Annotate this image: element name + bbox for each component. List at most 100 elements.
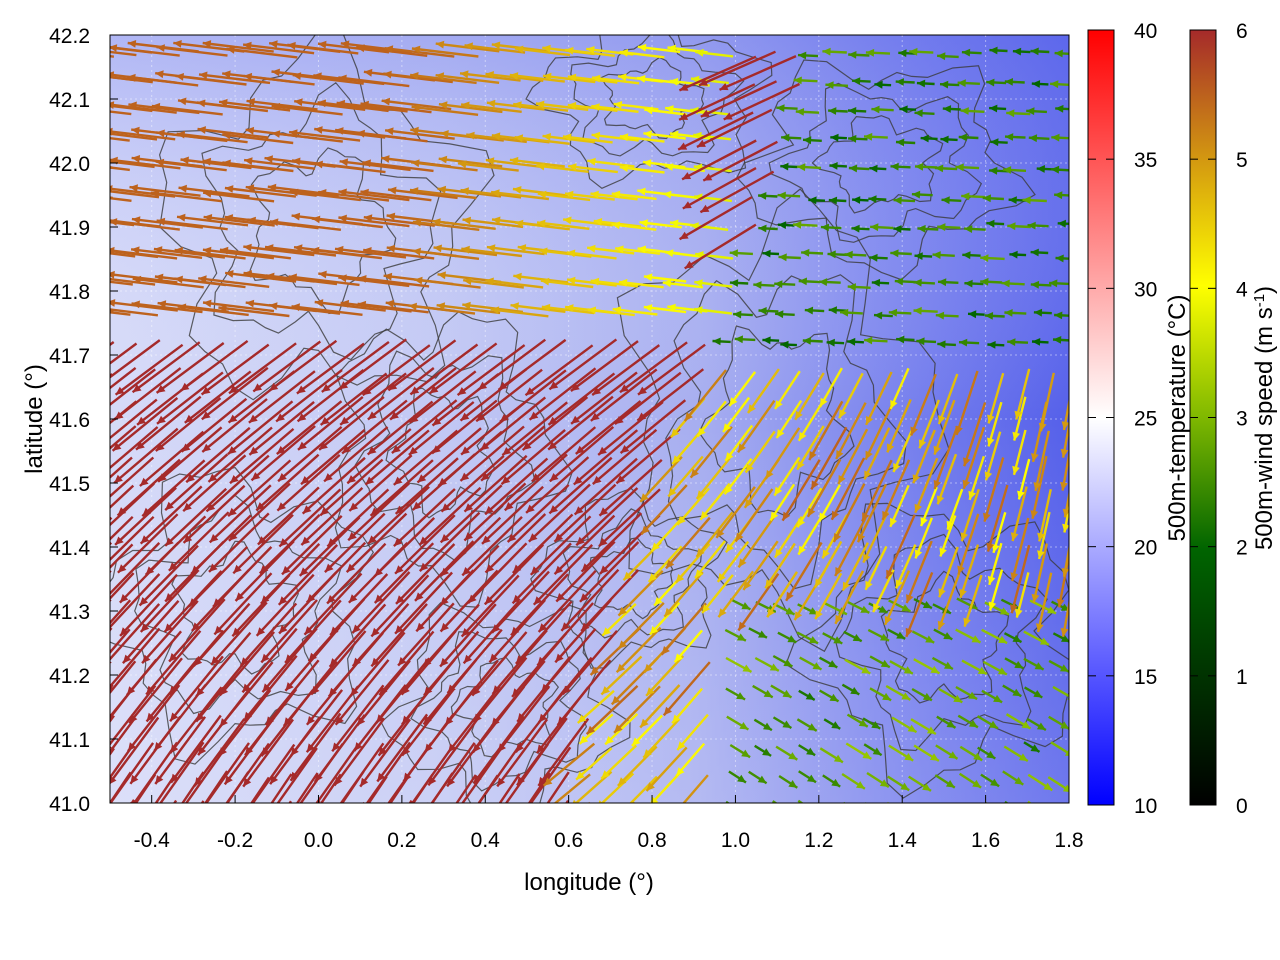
wind-vector: [387, 339, 457, 392]
wind-vector: [366, 400, 434, 456]
wind-vector-head: [618, 640, 627, 649]
wind-vector-head: [864, 470, 872, 480]
wind-vector: [411, 47, 479, 58]
wind-vector-head: [306, 743, 315, 753]
wind-vector-head: [565, 46, 574, 55]
wind-vector: [459, 72, 521, 82]
wind-vector-head: [568, 163, 577, 171]
wind-vector: [192, 602, 251, 667]
y-tick-label: 41.5: [49, 473, 90, 496]
wind-vector: [132, 277, 204, 289]
wind-vector-head: [913, 306, 922, 315]
wind-vector-head: [684, 260, 694, 269]
wind-vector-head: [1031, 80, 1041, 88]
wind-vector-head: [454, 864, 462, 873]
wind-vector-head: [948, 751, 958, 759]
wind-vector-head: [537, 190, 547, 199]
wind-vector-head: [269, 40, 278, 49]
wind-vector: [864, 402, 895, 461]
wind-vector: [597, 401, 664, 456]
wind-vector-head: [221, 803, 229, 812]
wind-vector-head: [318, 189, 327, 197]
wind-vector-head: [882, 510, 890, 520]
wind-vector-head: [1060, 628, 1069, 637]
wind-vector-head: [1015, 608, 1023, 618]
wind-vector: [591, 344, 661, 396]
wind-vector-head: [1043, 782, 1053, 791]
wind-vector-head: [646, 687, 655, 696]
wind-vector: [538, 249, 592, 258]
wind-vector: [413, 278, 481, 289]
wind-vector-head: [89, 413, 98, 421]
wind-vector-head: [917, 224, 926, 233]
wind-vector: [560, 568, 620, 632]
wind-vector-head: [139, 477, 149, 486]
wind-vector: [960, 488, 980, 542]
wind-vector-head: [587, 306, 597, 315]
wind-vector-head: [350, 687, 359, 697]
wind-vector-head: [122, 654, 132, 664]
wind-vector-head: [576, 771, 585, 780]
wind-vector: [197, 127, 269, 139]
wind-vector-head: [1053, 336, 1062, 344]
wind-vector-head: [302, 505, 312, 514]
wind-vector-head: [601, 686, 610, 695]
wind-vector-head: [131, 300, 140, 309]
wind-vector-head: [228, 532, 238, 541]
wind-vector: [830, 457, 866, 521]
wind-vector-head: [517, 244, 527, 252]
wind-vector-head: [977, 666, 987, 675]
wind-vector-head: [735, 532, 744, 542]
wind-vector-head: [177, 303, 187, 312]
wind-vector-head: [562, 685, 571, 695]
wind-vector-head: [860, 605, 870, 613]
wind-vector-head: [1028, 134, 1038, 143]
wind-vector: [645, 746, 688, 792]
wind-vector: [208, 484, 272, 544]
wind-vector-head: [797, 518, 806, 528]
wind-vector-head: [271, 833, 279, 842]
wind-vector: [428, 342, 498, 395]
wind-vector: [678, 83, 756, 121]
wind-vector: [547, 395, 614, 451]
wind-vector-head: [828, 196, 838, 205]
wind-vector: [717, 570, 755, 618]
wind-vector-head: [549, 473, 559, 482]
wind-vector-head: [717, 573, 726, 582]
colorbar-tick-label: 4: [1236, 278, 1248, 301]
wind-vector-head: [340, 40, 350, 49]
wind-vector: [323, 426, 389, 483]
wind-vector-head: [990, 778, 1000, 787]
wind-vector: [188, 545, 249, 608]
wind-vector: [742, 540, 779, 591]
wind-vector-head: [743, 581, 752, 590]
wind-vector-head: [1062, 784, 1069, 792]
wind-vector-head: [702, 604, 711, 613]
wind-vector-head: [126, 686, 136, 695]
wind-vector-head: [847, 337, 856, 346]
wind-vector: [660, 602, 707, 656]
colorbar-tick-label: 15: [1134, 666, 1157, 689]
wind-vector: [467, 542, 528, 605]
wind-vector: [363, 248, 435, 260]
wind-vector-head: [401, 686, 410, 695]
wind-vector-head: [963, 457, 971, 467]
wind-vector-head: [357, 716, 366, 726]
wind-vector-head: [935, 311, 945, 320]
wind-vector-head: [423, 658, 432, 667]
wind-vector-head: [379, 686, 388, 696]
wind-vector-head: [509, 72, 519, 80]
wind-vector-head: [174, 246, 184, 255]
wind-vector: [110, 368, 156, 407]
wind-vector: [536, 221, 590, 230]
wind-vector: [639, 684, 681, 729]
wind-vector-head: [428, 776, 437, 786]
wind-vector: [514, 221, 570, 231]
wind-vector-head: [1030, 280, 1040, 289]
wind-vector-head: [318, 270, 327, 279]
wind-vector-head: [301, 476, 310, 485]
wind-vector-head: [955, 425, 963, 435]
wind-vector: [457, 162, 519, 172]
wind-vector: [695, 511, 734, 558]
